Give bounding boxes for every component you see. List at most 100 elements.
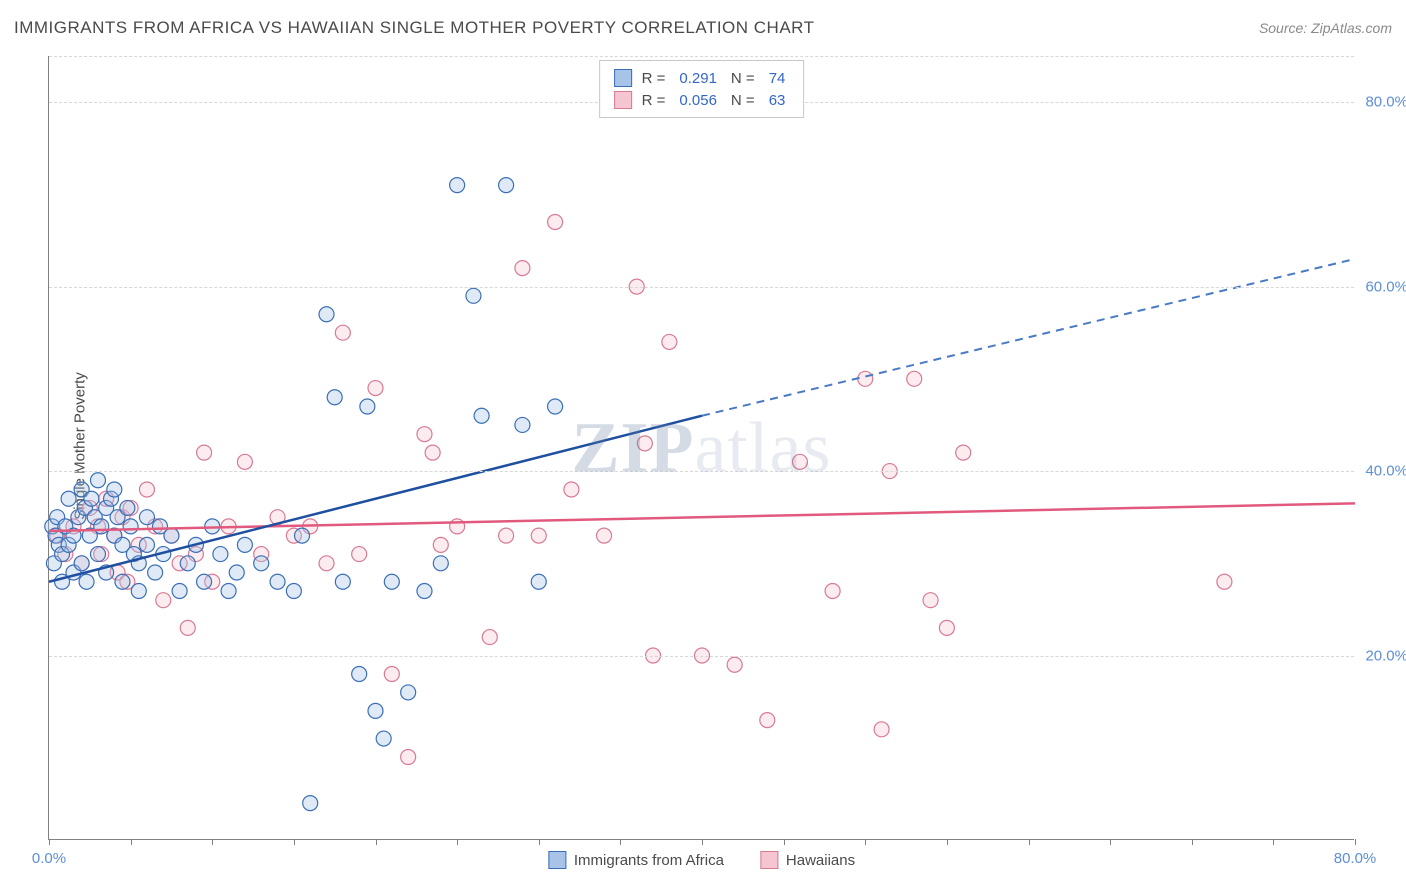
data-point bbox=[466, 288, 481, 303]
x-tick-mark bbox=[702, 839, 703, 845]
grid-line bbox=[49, 287, 1354, 288]
data-point bbox=[254, 556, 269, 571]
data-point bbox=[335, 325, 350, 340]
data-point bbox=[417, 427, 432, 442]
data-point bbox=[907, 371, 922, 386]
grid-line bbox=[49, 56, 1354, 57]
data-point bbox=[213, 547, 228, 562]
x-tick-mark bbox=[947, 839, 948, 845]
data-point bbox=[303, 796, 318, 811]
data-point bbox=[368, 703, 383, 718]
chart-header: IMMIGRANTS FROM AFRICA VS HAWAIIAN SINGL… bbox=[14, 18, 1392, 38]
x-tick-mark bbox=[49, 839, 50, 845]
data-point bbox=[335, 574, 350, 589]
data-point bbox=[115, 574, 130, 589]
trend-line bbox=[49, 503, 1355, 531]
y-tick-label: 40.0% bbox=[1365, 463, 1406, 480]
data-point bbox=[295, 528, 310, 543]
r-label: R = bbox=[642, 70, 666, 87]
data-point bbox=[727, 657, 742, 672]
data-point bbox=[139, 510, 154, 525]
data-point bbox=[79, 574, 94, 589]
x-tick-mark bbox=[457, 839, 458, 845]
data-point bbox=[352, 666, 367, 681]
chart-title: IMMIGRANTS FROM AFRICA VS HAWAIIAN SINGL… bbox=[14, 18, 815, 38]
data-point bbox=[107, 482, 122, 497]
data-point bbox=[61, 491, 76, 506]
data-point bbox=[531, 528, 546, 543]
data-point bbox=[94, 519, 109, 534]
data-point bbox=[368, 381, 383, 396]
data-point bbox=[401, 749, 416, 764]
data-point bbox=[84, 491, 99, 506]
legend-label-1: Hawaiians bbox=[786, 852, 855, 869]
data-point bbox=[474, 408, 489, 423]
data-point bbox=[237, 454, 252, 469]
swatch-icon bbox=[760, 851, 778, 869]
legend-item-1: Hawaiians bbox=[760, 851, 855, 869]
data-point bbox=[197, 445, 212, 460]
data-point bbox=[417, 583, 432, 598]
data-point bbox=[433, 537, 448, 552]
data-point bbox=[237, 537, 252, 552]
data-point bbox=[123, 519, 138, 534]
legend-item-0: Immigrants from Africa bbox=[548, 851, 724, 869]
legend-label-0: Immigrants from Africa bbox=[574, 852, 724, 869]
swatch-icon bbox=[614, 91, 632, 109]
data-point bbox=[450, 178, 465, 193]
data-point bbox=[548, 215, 563, 230]
data-point bbox=[319, 556, 334, 571]
data-point bbox=[180, 556, 195, 571]
data-point bbox=[74, 556, 89, 571]
data-point bbox=[286, 583, 301, 598]
n-value-1: 63 bbox=[769, 92, 786, 109]
data-point bbox=[433, 556, 448, 571]
trend-line bbox=[702, 259, 1355, 416]
data-point bbox=[564, 482, 579, 497]
scatter-svg bbox=[49, 56, 1354, 839]
grid-line bbox=[49, 656, 1354, 657]
data-point bbox=[90, 547, 105, 562]
x-tick-mark bbox=[1029, 839, 1030, 845]
data-point bbox=[1217, 574, 1232, 589]
data-point bbox=[515, 261, 530, 276]
data-point bbox=[515, 417, 530, 432]
data-point bbox=[327, 390, 342, 405]
data-point bbox=[352, 547, 367, 562]
data-point bbox=[874, 722, 889, 737]
data-point bbox=[401, 685, 416, 700]
data-point bbox=[131, 583, 146, 598]
x-tick-mark bbox=[294, 839, 295, 845]
swatch-icon bbox=[614, 69, 632, 87]
x-tick-mark bbox=[131, 839, 132, 845]
data-point bbox=[956, 445, 971, 460]
x-tick-mark bbox=[1110, 839, 1111, 845]
data-point bbox=[825, 583, 840, 598]
data-point bbox=[376, 731, 391, 746]
x-tick-label: 80.0% bbox=[1334, 850, 1377, 867]
data-point bbox=[90, 473, 105, 488]
r-value-0: 0.291 bbox=[679, 70, 717, 87]
y-tick-label: 60.0% bbox=[1365, 278, 1406, 295]
n-label: N = bbox=[731, 70, 755, 87]
grid-line bbox=[49, 471, 1354, 472]
data-point bbox=[384, 666, 399, 681]
data-point bbox=[760, 713, 775, 728]
x-tick-mark bbox=[212, 839, 213, 845]
x-tick-mark bbox=[539, 839, 540, 845]
data-point bbox=[139, 537, 154, 552]
data-point bbox=[662, 334, 677, 349]
legend-series: Immigrants from Africa Hawaiians bbox=[548, 851, 855, 869]
source-prefix: Source: bbox=[1259, 20, 1311, 36]
data-point bbox=[180, 620, 195, 635]
data-point bbox=[197, 574, 212, 589]
data-point bbox=[425, 445, 440, 460]
x-tick-mark bbox=[1273, 839, 1274, 845]
data-point bbox=[172, 583, 187, 598]
data-point bbox=[139, 482, 154, 497]
data-point bbox=[120, 500, 135, 515]
x-tick-label: 0.0% bbox=[32, 850, 66, 867]
data-point bbox=[148, 565, 163, 580]
data-point bbox=[923, 593, 938, 608]
n-label: N = bbox=[731, 92, 755, 109]
